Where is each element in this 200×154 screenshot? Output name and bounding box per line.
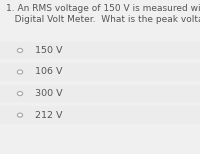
Circle shape [17,48,23,52]
Circle shape [17,70,23,74]
Text: 212 V: 212 V [35,111,62,120]
Text: 106 V: 106 V [35,67,62,77]
FancyBboxPatch shape [0,63,200,81]
FancyBboxPatch shape [0,42,200,59]
Text: 300 V: 300 V [35,89,63,98]
FancyBboxPatch shape [0,85,200,102]
Text: 1. An RMS voltage of 150 V is measured with a: 1. An RMS voltage of 150 V is measured w… [6,4,200,13]
Circle shape [17,91,23,95]
Text: Digital Volt Meter.  What is the peak voltage?: Digital Volt Meter. What is the peak vol… [6,15,200,24]
FancyBboxPatch shape [0,106,200,124]
Circle shape [17,113,23,117]
Text: 150 V: 150 V [35,46,62,55]
